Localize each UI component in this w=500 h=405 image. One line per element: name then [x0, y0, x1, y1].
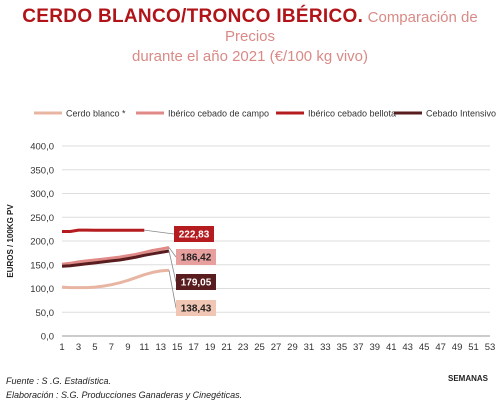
- x-tick-label: 41: [386, 342, 397, 353]
- legend-label: Cerdo blanco *: [66, 109, 126, 119]
- series-line: [61, 249, 170, 268]
- y-tick-label: 100,0: [30, 284, 54, 295]
- x-tick-label: 27: [271, 342, 282, 353]
- x-tick-label: 13: [155, 342, 166, 353]
- legend-label: Ibérico cebado bellota: [308, 109, 396, 119]
- x-tick-label: 9: [125, 342, 130, 353]
- x-tick-label: 11: [139, 342, 149, 353]
- data-label: 222,83: [179, 230, 210, 241]
- chart-title-block: CERDO BLANCO/TRONCO IBÉRICO. Comparación…: [0, 6, 500, 65]
- x-tick-label: 43: [402, 342, 413, 353]
- y-axis-label: EUROS / 100KG PV: [6, 204, 15, 278]
- y-tick-label: 250,0: [30, 213, 54, 224]
- leader-line: [168, 250, 177, 283]
- x-tick-label: 53: [485, 342, 496, 353]
- legend-label: Ibérico cebado de campo: [168, 109, 269, 119]
- data-label: 186,42: [181, 253, 212, 264]
- series-line: [61, 268, 170, 290]
- x-tick-label: 45: [419, 342, 430, 353]
- x-tick-label: 37: [353, 342, 364, 353]
- y-tick-label: 350,0: [30, 165, 54, 176]
- data-label: 179,05: [181, 278, 212, 289]
- x-tick-label: 23: [238, 342, 249, 353]
- x-tick-label: 39: [369, 342, 380, 353]
- legend-label: Cebado Intensivo: [426, 109, 496, 119]
- y-tick-label: 150,0: [30, 260, 54, 271]
- x-tick-label: 3: [76, 342, 81, 353]
- leader-line: [168, 270, 177, 309]
- leader-line: [168, 247, 177, 258]
- x-tick-label: 15: [172, 342, 183, 353]
- x-tick-label: 31: [304, 342, 315, 353]
- x-tick-label: 17: [188, 342, 199, 353]
- series-line: [62, 228, 145, 233]
- chart-title: CERDO BLANCO/TRONCO IBÉRICO.: [22, 6, 364, 27]
- data-label-box: [176, 300, 216, 316]
- x-tick-label: 33: [320, 342, 331, 353]
- chart-subtitle-2: durante el año 2021 (€/100 kg vivo): [132, 48, 368, 65]
- footer-source: Fuente : S .G. Estadística.: [6, 376, 112, 386]
- data-label-box: [176, 249, 216, 265]
- x-tick-label: 25: [254, 342, 265, 353]
- x-tick-label: 1: [59, 342, 64, 353]
- data-label: 138,43: [181, 304, 212, 315]
- series-line: [61, 246, 170, 266]
- x-tick-label: 47: [435, 342, 446, 353]
- y-tick-label: 300,0: [30, 189, 54, 200]
- data-label-box: [174, 226, 214, 242]
- x-tick-label: 29: [287, 342, 298, 353]
- x-tick-label: 51: [468, 342, 479, 353]
- y-tick-label: 400,0: [30, 142, 54, 153]
- y-tick-label: 0,0: [41, 332, 54, 343]
- x-tick-label: 5: [92, 342, 97, 353]
- x-tick-label: 21: [221, 342, 232, 353]
- x-tick-label: 49: [452, 342, 463, 353]
- footer-elaboration: Elaboración : S.G. Producciones Ganadera…: [6, 390, 243, 400]
- leader-line: [144, 229, 175, 235]
- x-tick-label: 35: [337, 342, 348, 353]
- chart-subtitle-1: Comparación de Precios: [224, 9, 478, 45]
- y-tick-label: 200,0: [30, 237, 54, 248]
- x-tick-label: 19: [205, 342, 216, 353]
- y-tick-label: 50,0: [36, 308, 55, 319]
- x-axis-label: SEMANAS: [448, 374, 489, 383]
- x-tick-label: 7: [109, 342, 114, 353]
- data-label-box: [176, 274, 216, 290]
